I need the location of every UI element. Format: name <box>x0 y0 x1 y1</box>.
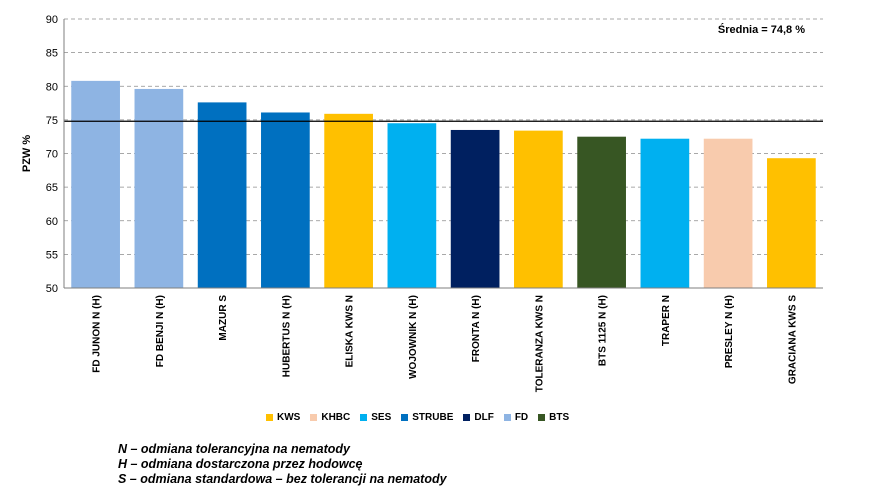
legend-item: DLF <box>463 412 494 423</box>
bars <box>71 80 816 289</box>
x-tick-label: ELISKA KWS N <box>345 295 356 367</box>
x-axis-labels: FD JUNON N (H) FD BENJI N (H) MAZUR S HUBER… <box>92 295 799 393</box>
legend-swatch <box>503 414 511 421</box>
bar <box>197 102 247 288</box>
legend-item: BTS <box>538 412 569 423</box>
y-tick-label: 70 <box>46 149 58 161</box>
x-tick-label: BTS 1125 N (H) <box>598 295 609 366</box>
legend-label: STRUBE <box>412 412 454 423</box>
legend-label: KWS <box>277 412 301 423</box>
x-tick-label: TOLERANZA KWS N <box>534 295 545 392</box>
y-tick-label: 55 <box>46 249 58 261</box>
legend-swatch <box>401 414 409 421</box>
bar-chart: 50 55 60 65 70 75 80 85 90 FD JUNON N (H) FD BENJ… <box>21 14 823 393</box>
bar <box>577 136 626 288</box>
y-axis-title: PZW % <box>21 135 33 172</box>
footnotes: N – odmiana tolerancyjna na nematody H –… <box>118 442 447 487</box>
y-tick-label: 80 <box>46 81 58 93</box>
x-tick-label: FD BENJI N (H) <box>155 295 166 367</box>
average-label: Średnia = 74,8 % <box>718 23 805 36</box>
legend-label: BTS <box>549 412 570 423</box>
legend-item: KHBC <box>310 412 350 423</box>
legend-label: KHBC <box>321 412 351 423</box>
legend-item: KWS <box>266 412 300 423</box>
x-tick-label: HUBERTUS N (H) <box>281 295 292 377</box>
legend-item: STRUBE <box>401 412 453 423</box>
y-tick-label: 85 <box>46 48 58 60</box>
y-axis-ticks: 50 55 60 65 70 75 80 85 90 <box>46 14 58 295</box>
legend-label: SES <box>371 412 392 423</box>
bar <box>767 158 816 288</box>
legend-swatch <box>310 414 318 421</box>
note-n: N – odmiana tolerancyjna na nematody <box>118 442 351 456</box>
x-tick-label: WOJOWNIK N (H) <box>408 295 419 379</box>
bar <box>514 130 563 288</box>
y-tick-label: 75 <box>46 115 58 127</box>
legend-item: FD <box>503 412 529 423</box>
x-tick-label: FRONTA N (H) <box>471 295 482 362</box>
bar <box>703 138 753 288</box>
bar <box>261 112 310 288</box>
x-tick-label: PRESLEY N (H) <box>724 295 735 368</box>
y-tick-label: 90 <box>46 14 58 26</box>
bar <box>324 113 373 288</box>
legend: KWS KHBC SES STRUBE DLF FD BTS <box>266 412 569 423</box>
legend-swatch <box>463 414 471 421</box>
legend-item: SES <box>360 412 391 423</box>
legend-swatch <box>538 414 546 421</box>
x-tick-label: MAZUR S <box>218 295 229 341</box>
x-tick-label: FD JUNON N (H) <box>92 295 103 373</box>
legend-label: DLF <box>474 412 494 423</box>
legend-label: FD <box>514 412 529 423</box>
bar <box>450 129 500 288</box>
bar <box>71 80 120 289</box>
gridlines <box>64 18 823 255</box>
y-tick-label: 60 <box>46 216 58 228</box>
bar <box>640 138 690 288</box>
x-tick-label: GRACIANA KWS S <box>787 295 798 384</box>
bar <box>387 123 437 288</box>
note-h: H – odmiana dostarczona przez hodowcę <box>118 457 363 471</box>
legend-swatch <box>360 414 368 421</box>
bar <box>134 88 184 288</box>
y-tick-label: 50 <box>46 283 58 295</box>
y-tick-label: 65 <box>46 182 58 194</box>
note-s: S – odmiana standardowa – bez tolerancji… <box>118 472 447 486</box>
legend-swatch <box>266 414 273 421</box>
x-tick-label: TRAPER N <box>661 295 672 346</box>
